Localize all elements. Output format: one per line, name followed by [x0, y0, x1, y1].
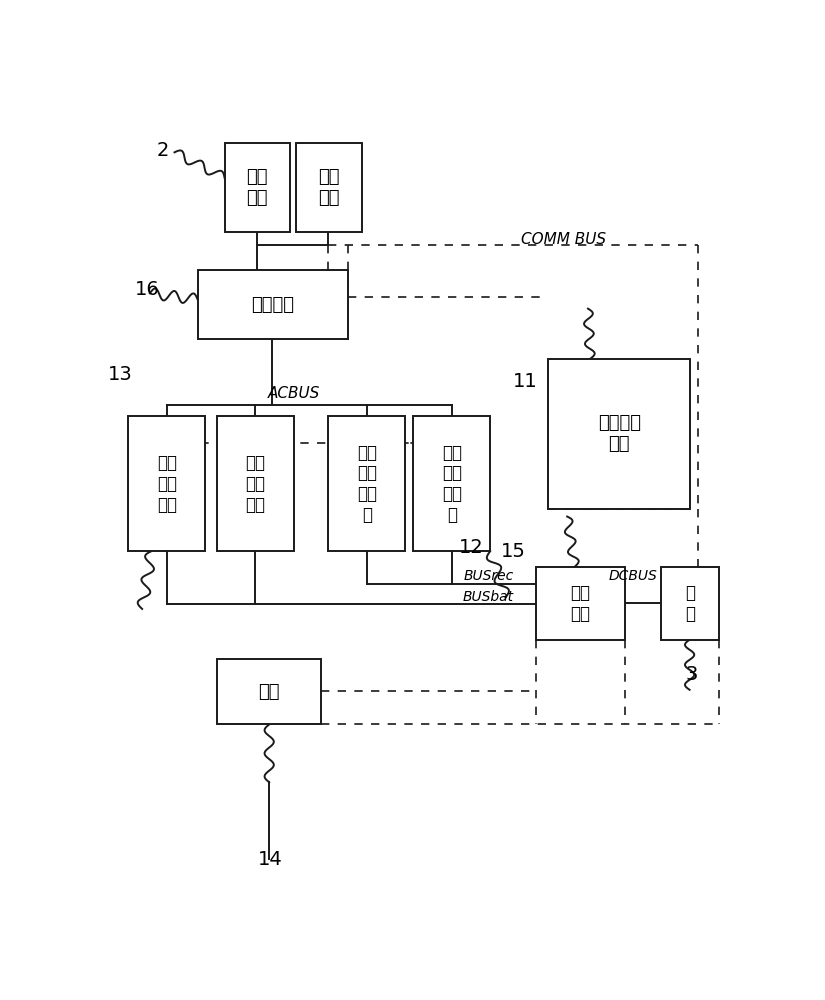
Text: 中央控制
单元: 中央控制 单元	[597, 414, 641, 453]
Text: DCBUS: DCBUS	[608, 569, 657, 583]
Text: 12: 12	[459, 538, 483, 557]
Text: 16: 16	[135, 280, 160, 299]
Text: 3: 3	[686, 665, 698, 684]
Text: 交流
转直
流模
块: 交流 转直 流模 块	[441, 444, 462, 524]
Bar	[413, 416, 490, 551]
Text: 电池: 电池	[258, 683, 280, 701]
Bar	[536, 567, 625, 640]
Text: COMM BUS: COMM BUS	[521, 232, 606, 247]
Text: 电池
充电
模块: 电池 充电 模块	[245, 454, 266, 514]
Text: 15: 15	[501, 542, 526, 561]
Text: 直流
双切: 直流 双切	[571, 584, 591, 623]
Text: 交流
电源: 交流 电源	[318, 168, 340, 207]
Text: 11: 11	[512, 372, 537, 391]
Text: 2: 2	[157, 141, 169, 160]
Bar	[224, 143, 290, 232]
Bar	[661, 567, 719, 640]
Bar	[296, 143, 361, 232]
Bar	[328, 416, 406, 551]
Bar	[198, 270, 348, 339]
Text: 电池
充电
模块: 电池 充电 模块	[157, 454, 177, 514]
Text: 13: 13	[108, 365, 133, 384]
Bar	[548, 359, 691, 509]
Text: ACBUS: ACBUS	[267, 386, 320, 401]
Bar	[129, 416, 205, 551]
Text: 交流
转直
流模
块: 交流 转直 流模 块	[357, 444, 377, 524]
Bar	[217, 659, 321, 724]
Text: 交流双切: 交流双切	[251, 296, 295, 314]
Text: 14: 14	[258, 850, 283, 869]
Text: 负
载: 负 载	[685, 584, 695, 623]
Text: BUSrec: BUSrec	[464, 569, 514, 583]
Text: BUSbat: BUSbat	[463, 590, 514, 604]
Text: 交流
电源: 交流 电源	[247, 168, 268, 207]
Bar	[217, 416, 294, 551]
